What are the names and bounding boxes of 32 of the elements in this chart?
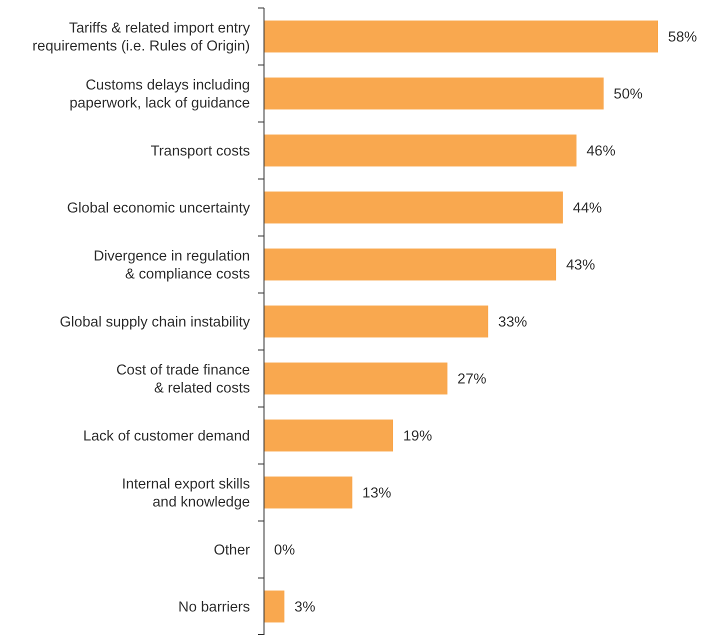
data-label: 19% [403,428,432,445]
data-label: 43% [566,258,596,274]
y-tick-label: Tariffs & related import entry requirements (i.e. Rules of Origin) [32,20,251,55]
y-tick-label: Cost of trade finance & related costs [116,362,250,397]
data-label: 0% [274,542,296,559]
bar [264,78,604,110]
y-tick-label: Global supply chain instability [60,314,251,331]
data-label: 50% [614,86,643,103]
bar [264,134,576,166]
y-tick-label: Global economic uncertainty [67,200,251,217]
bar [264,476,352,508]
data-label: 13% [362,486,392,502]
y-tick-label: No barriers [178,600,250,616]
bar [264,306,488,338]
bar [264,20,658,52]
bar [264,362,448,394]
y-tick-label: Other [214,542,250,559]
y-tick-label: Internal export skills and knowledge [122,476,250,511]
bar [264,420,394,452]
data-label: 27% [457,372,487,388]
data-label: 33% [498,314,528,331]
bar [264,248,556,280]
data-label: 46% [586,144,616,160]
bar [264,192,563,224]
y-tick-label: Transport costs [150,144,250,160]
bar [264,590,284,622]
y-tick-label: Customs delays including paperwork, lack of guidance [69,78,250,112]
y-tick-label: Lack of customer demand [83,428,250,445]
data-label: 58% [668,30,698,46]
data-label: 44% [572,200,602,217]
data-label: 3% [294,600,316,616]
y-tick-label: Divergence in regulation & compliance costs [94,248,250,283]
